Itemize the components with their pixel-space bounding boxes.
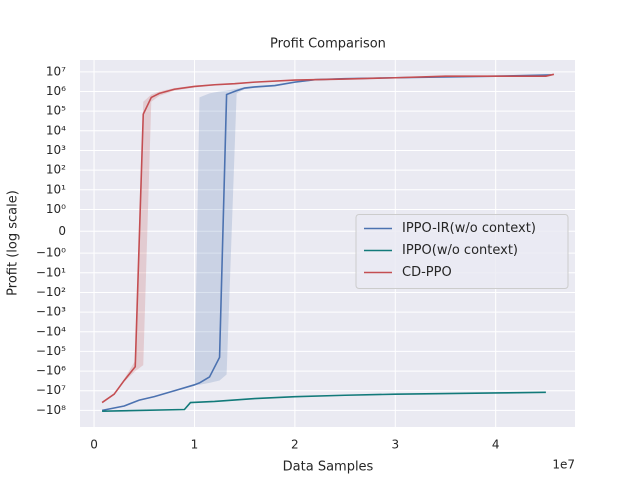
x-tick-label: 4: [492, 438, 500, 452]
y-tick-label: −10¹: [36, 265, 66, 279]
y-tick-label: 10⁴: [46, 123, 66, 137]
y-tick-label: −10⁶: [36, 364, 66, 378]
x-axis-label: Data Samples: [283, 460, 374, 475]
y-tick-label: −10⁵: [36, 344, 66, 358]
y-tick-label: 10¹: [46, 182, 66, 196]
x-offset-label: 1e7: [552, 458, 575, 472]
legend-label: CD-PPO: [402, 265, 452, 280]
legend-label: IPPO-IR(w/o context): [402, 221, 536, 236]
legend-box: [355, 214, 569, 289]
chart-title: Profit Comparison: [270, 37, 386, 52]
confidence-band: [102, 74, 551, 411]
y-tick-label: 10⁷: [46, 64, 66, 78]
y-axis-label: Profit (log scale): [6, 190, 21, 296]
series-line: [102, 391, 546, 413]
x-tick-label: 1: [191, 438, 199, 452]
x-tick-label: 3: [391, 438, 399, 452]
y-tick-label: −10⁸: [36, 403, 66, 417]
legend-label: IPPO(w/o context): [402, 243, 518, 258]
y-tick-label: −10²: [36, 285, 66, 299]
y-tick-label: −10⁰: [36, 246, 66, 260]
y-tick-label: 0: [58, 224, 66, 238]
y-tick-label: 10³: [46, 143, 66, 157]
y-tick-label: −10⁷: [36, 383, 66, 397]
y-tick-label: 10⁵: [46, 104, 66, 118]
y-tick-label: −10⁴: [36, 324, 66, 338]
x-tick-label: 2: [291, 438, 299, 452]
series-line: [101, 73, 555, 404]
y-tick-label: 10²: [46, 163, 66, 177]
y-tick-label: 10⁶: [46, 84, 66, 98]
y-tick-label: −10³: [36, 305, 66, 319]
x-tick-label: 0: [90, 438, 98, 452]
y-tick-label: 10⁰: [46, 202, 66, 216]
